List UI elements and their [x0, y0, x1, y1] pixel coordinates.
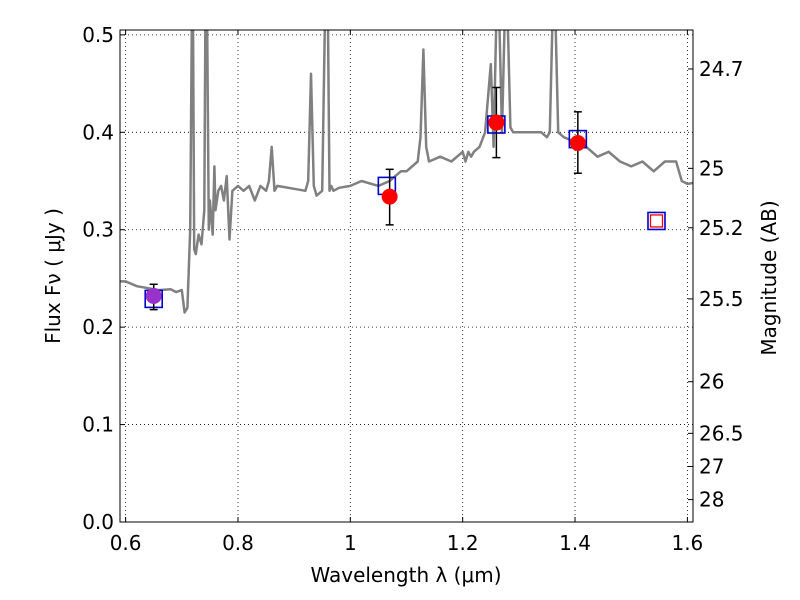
plot-frame	[119, 29, 694, 523]
x-tick-label: 0.8	[222, 531, 254, 555]
x-tick-label: 1.6	[671, 531, 703, 555]
observed-flux-point	[569, 135, 586, 152]
right-tick-label: 25	[699, 156, 724, 180]
right-tick-label: 25.5	[699, 287, 744, 311]
ticks: 0.6 0.8 1 1.2 1.4 1.6 0.0 0.1 0.2 0.3 0.4 0.5 24.7 25…	[82, 23, 743, 555]
right-tick-label: 24.7	[699, 57, 744, 81]
y-tick-label: 0.2	[82, 315, 114, 339]
x-tick-label: 1.4	[559, 531, 591, 555]
y-axis-label-left: Flux Fν ( μJy )	[41, 208, 65, 344]
right-tick-label: 27	[699, 454, 724, 478]
x-tick-label: 1	[344, 531, 357, 555]
y-tick-label: 0.4	[82, 120, 114, 144]
y-tick-label: 0.0	[82, 510, 114, 534]
predicted-flux-marker	[649, 214, 664, 228]
y-axis-label-right: Magnitude (AB)	[757, 200, 781, 355]
right-tick-label: 28	[699, 488, 724, 512]
x-tick-label: 0.6	[110, 531, 142, 555]
x-axis-label: Wavelength λ (μm)	[310, 563, 501, 587]
right-tick-label: 26	[699, 370, 724, 394]
observed-flux-point	[488, 114, 505, 131]
right-tick-label: 25.2	[699, 216, 744, 240]
series-layer	[120, 30, 693, 314]
model-spectrum-line	[120, 30, 693, 314]
y-tick-label: 0.5	[82, 23, 114, 47]
y-tick-label: 0.3	[82, 218, 114, 242]
x-tick-label: 1.2	[447, 531, 479, 555]
observed-flux-point	[381, 188, 398, 205]
right-tick-label: 26.5	[699, 421, 744, 445]
observed-flux-point	[145, 287, 162, 304]
y-tick-label: 0.1	[82, 413, 114, 437]
model-band-flux-square	[647, 211, 666, 231]
